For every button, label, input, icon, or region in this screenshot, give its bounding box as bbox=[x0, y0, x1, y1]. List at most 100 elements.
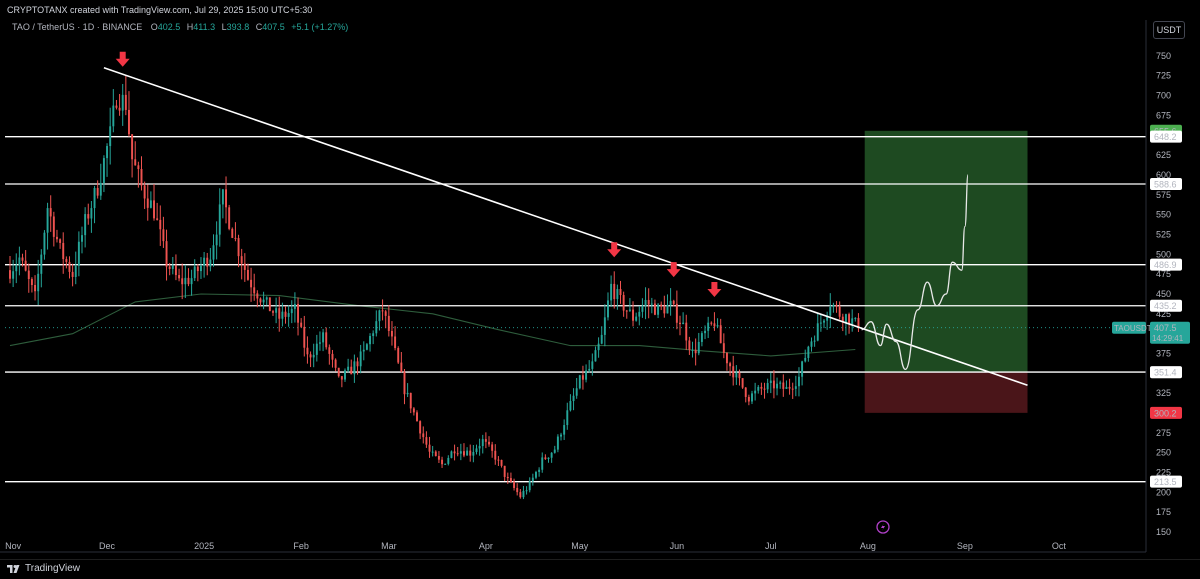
candle-body bbox=[497, 459, 500, 461]
candle-body bbox=[268, 297, 271, 312]
candle-body bbox=[653, 303, 656, 315]
candle-body bbox=[121, 94, 124, 111]
x-tick-label: Mar bbox=[381, 541, 397, 551]
candle-body bbox=[297, 303, 300, 323]
low-label: L bbox=[222, 22, 227, 32]
x-tick-label: Oct bbox=[1052, 541, 1067, 551]
y-tick-label: 425 bbox=[1156, 309, 1171, 319]
candle-body bbox=[600, 334, 603, 344]
y-tick-label: 175 bbox=[1156, 507, 1171, 517]
candle-body bbox=[262, 299, 265, 303]
candle-body bbox=[49, 208, 52, 217]
candle-body bbox=[569, 401, 572, 411]
candle-body bbox=[456, 453, 459, 455]
price-label-text: 351.4 bbox=[1154, 368, 1177, 378]
currency-button[interactable]: USDT bbox=[1153, 21, 1185, 39]
candle-body bbox=[312, 354, 315, 358]
candle-body bbox=[378, 310, 381, 322]
candle-body bbox=[71, 271, 74, 277]
candle-body bbox=[187, 277, 190, 285]
y-tick-label: 225 bbox=[1156, 468, 1171, 478]
down-arrow-shape bbox=[607, 242, 622, 258]
candle-body bbox=[171, 265, 174, 269]
candle-body bbox=[475, 448, 478, 452]
y-tick-label: 325 bbox=[1156, 388, 1171, 398]
x-tick-label: Dec bbox=[99, 541, 116, 551]
candle-body bbox=[181, 278, 184, 285]
close-value: 407.5 bbox=[262, 22, 285, 32]
candle-body bbox=[738, 372, 741, 379]
candle-body bbox=[428, 444, 431, 452]
candle-body bbox=[437, 456, 440, 460]
symbol-badge-bg bbox=[1112, 321, 1146, 334]
candle-body bbox=[400, 362, 403, 372]
price-label-text: 648.2 bbox=[1154, 132, 1177, 142]
candle-body bbox=[832, 304, 835, 307]
candle-body bbox=[30, 279, 33, 286]
candle-body bbox=[553, 449, 556, 453]
candle-body bbox=[243, 263, 246, 270]
candle-body bbox=[538, 469, 541, 472]
candle-body bbox=[278, 308, 281, 319]
candle-body bbox=[638, 311, 641, 317]
candle-body bbox=[115, 105, 118, 108]
price-label-bg bbox=[1150, 258, 1182, 271]
candle-body bbox=[68, 261, 71, 272]
candle-body bbox=[334, 359, 337, 368]
candle-body bbox=[697, 341, 700, 354]
candle-body bbox=[362, 349, 365, 352]
candle-body bbox=[156, 218, 159, 220]
candle-body bbox=[578, 375, 581, 389]
tradingview-logo[interactable]: TradingView bbox=[7, 563, 80, 574]
y-tick-label: 275 bbox=[1156, 428, 1171, 438]
candle-body bbox=[118, 107, 121, 111]
candle-body bbox=[328, 347, 331, 354]
candle-body bbox=[704, 330, 707, 334]
candle-body bbox=[763, 388, 766, 390]
candle-body bbox=[124, 94, 127, 110]
candle-body bbox=[751, 393, 753, 402]
lightning-icon[interactable] bbox=[876, 520, 890, 534]
candle-body bbox=[250, 279, 253, 288]
candle-body bbox=[581, 375, 584, 380]
candle-body bbox=[585, 370, 588, 380]
price-axis[interactable]: 1501752002252502753003253503754004254504… bbox=[1145, 20, 1171, 552]
candle-body bbox=[65, 259, 68, 262]
time-axis[interactable]: Nov Dec 2025 Feb Mar Apr May Jun Jul Aug Sep Oct bbox=[0, 541, 1146, 553]
candle-body bbox=[290, 308, 293, 314]
candle-body bbox=[603, 317, 606, 335]
candle-body bbox=[841, 316, 844, 323]
candle-body bbox=[744, 387, 747, 397]
change-value: +5.1 (+1.27%) bbox=[291, 22, 348, 32]
candle-body bbox=[588, 368, 591, 371]
candle-body bbox=[372, 333, 375, 337]
candle-body bbox=[782, 382, 785, 389]
candle-body bbox=[575, 388, 578, 396]
candle-body bbox=[200, 265, 202, 272]
candle-body bbox=[134, 159, 137, 166]
candle-body bbox=[272, 311, 274, 313]
candle-body bbox=[619, 289, 622, 296]
candle-body bbox=[691, 349, 694, 351]
candle-body bbox=[478, 446, 481, 449]
candle-body bbox=[441, 459, 444, 465]
candle-body bbox=[622, 295, 625, 311]
candle-body bbox=[597, 343, 600, 351]
candle-body bbox=[854, 317, 857, 319]
down-arrow-icon bbox=[707, 282, 722, 297]
candle-body bbox=[303, 326, 306, 348]
candle-body bbox=[560, 434, 562, 437]
candle-body bbox=[409, 392, 412, 409]
candle-body bbox=[506, 476, 509, 479]
y-tick-label: 375 bbox=[1156, 348, 1171, 358]
candle-body bbox=[218, 204, 221, 235]
candle-body bbox=[503, 465, 506, 477]
candle-body bbox=[851, 318, 854, 324]
candle-body bbox=[246, 269, 249, 280]
candle-body bbox=[256, 293, 259, 299]
price-label-text: 213.5 bbox=[1154, 477, 1177, 487]
candle-body bbox=[700, 333, 703, 342]
candle-body bbox=[741, 378, 744, 388]
ohlc-legend: TAO / TetherUS · 1D · BINANCE O402.5 H41… bbox=[12, 22, 348, 32]
